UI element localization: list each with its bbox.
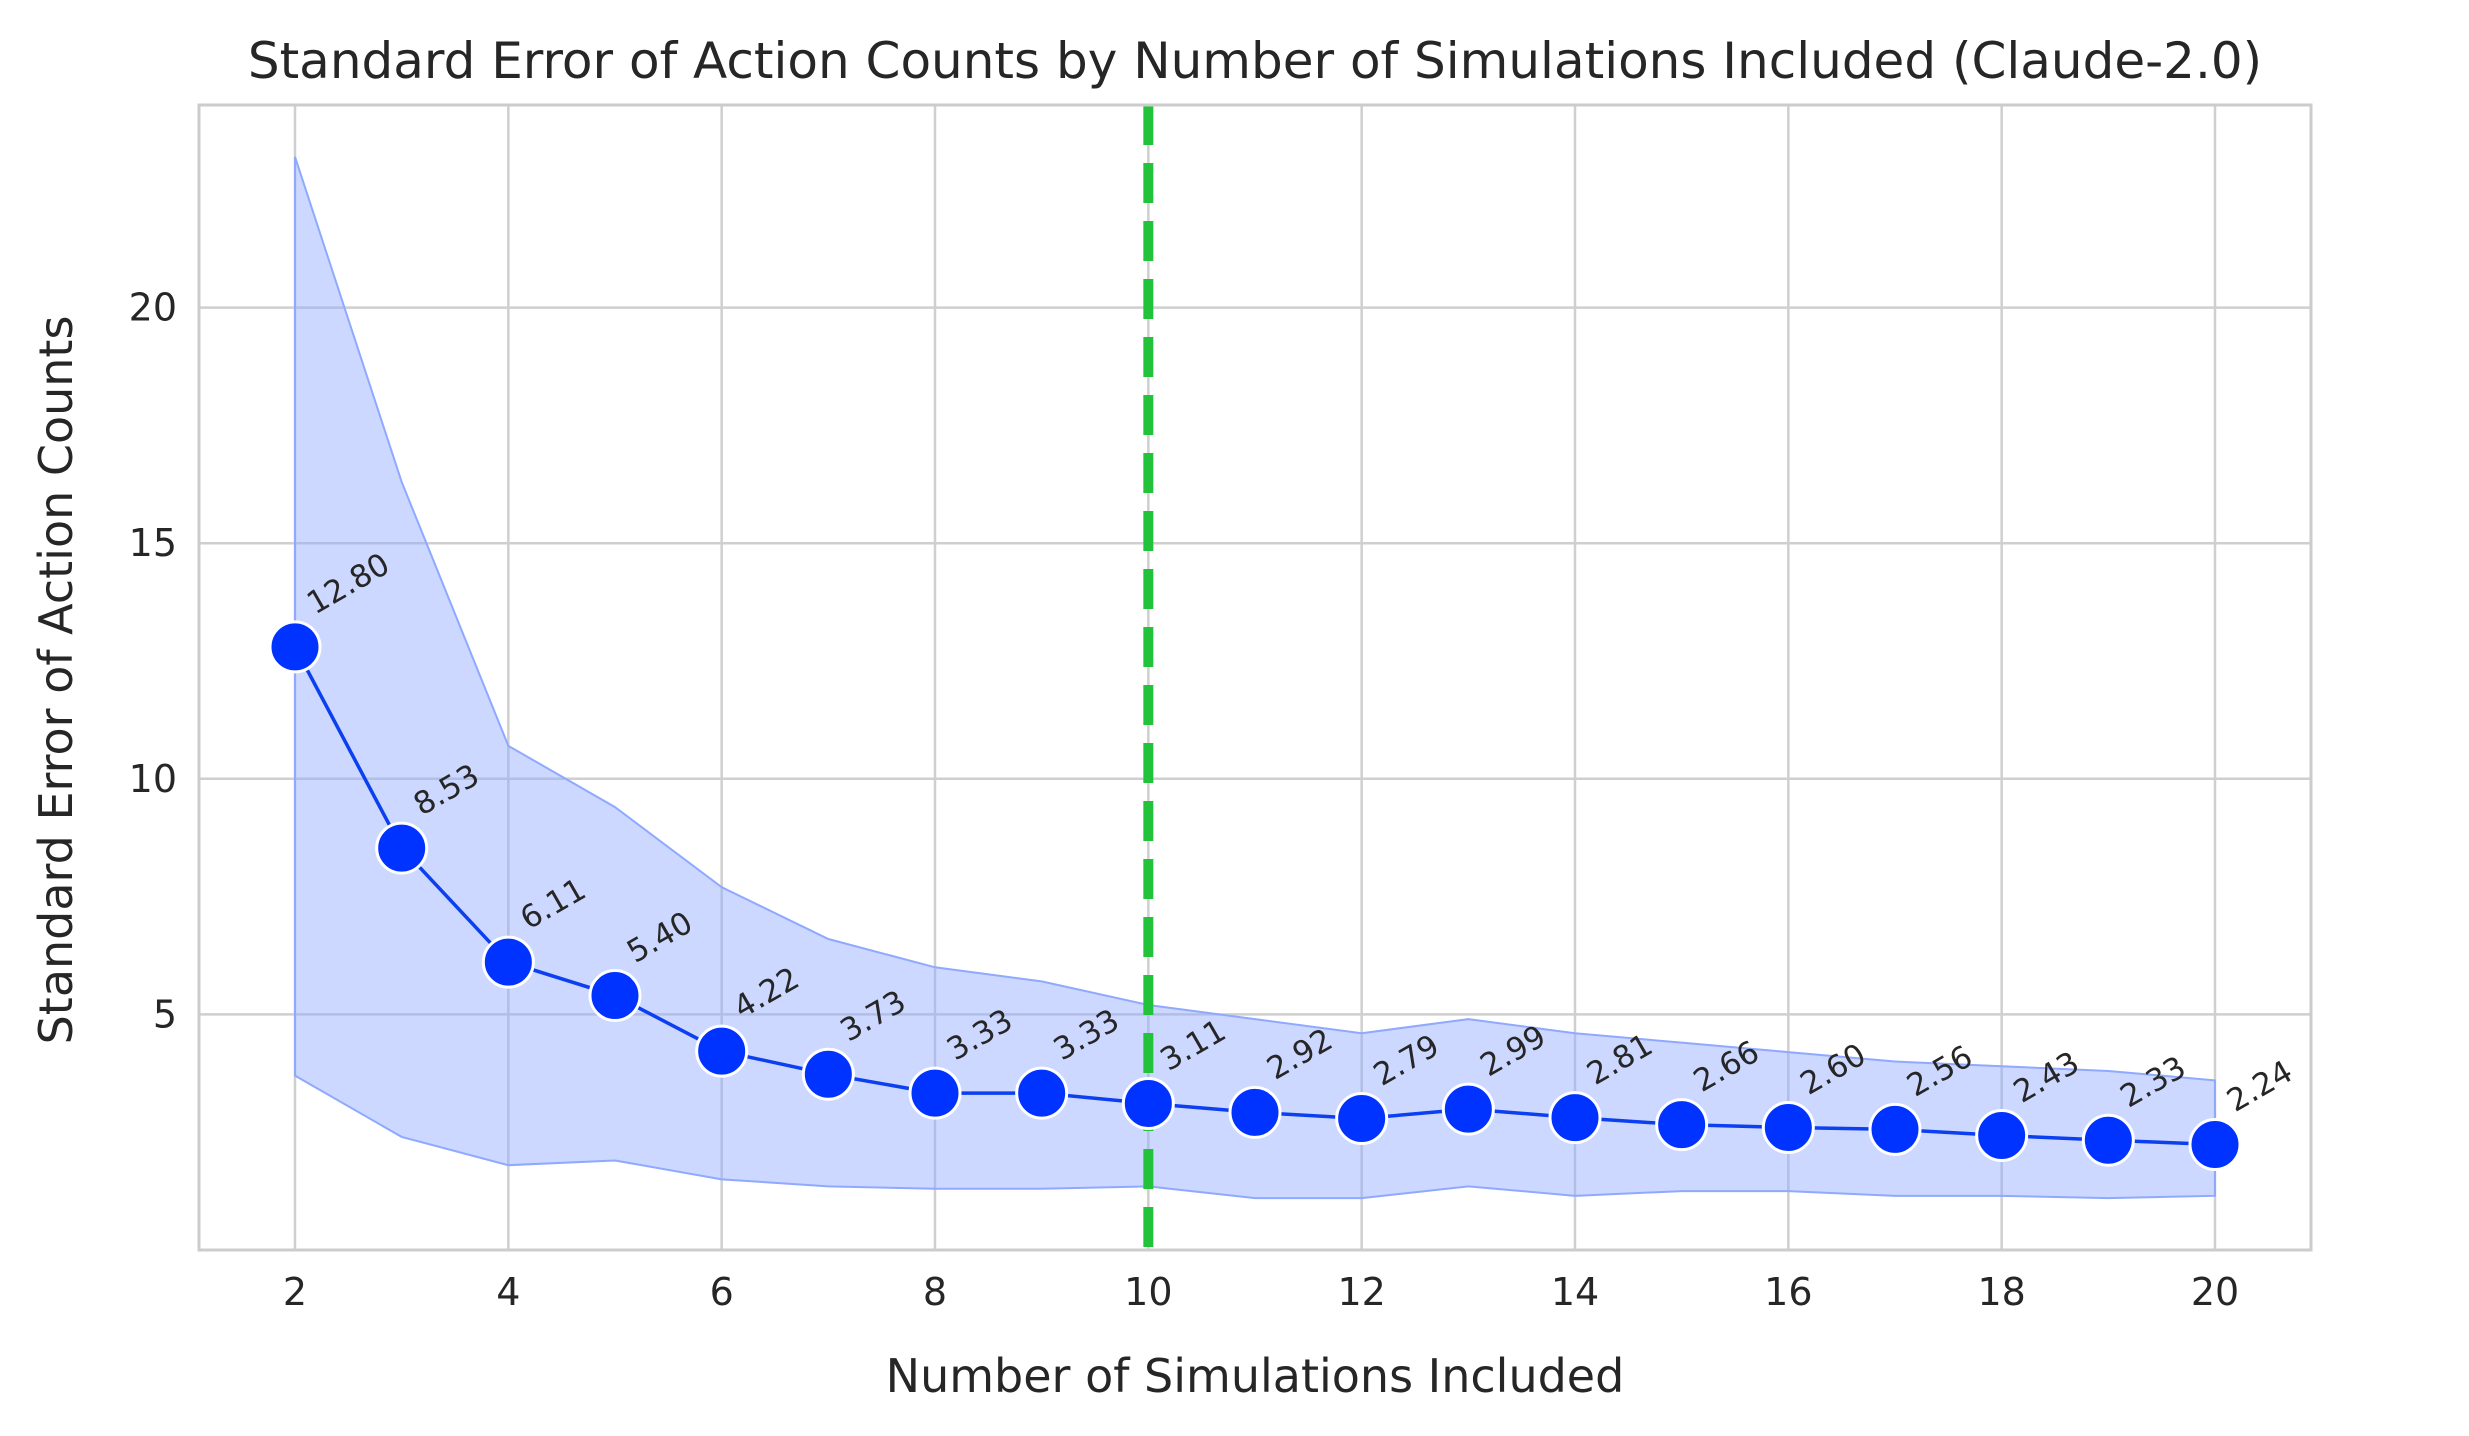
y-tick-label: 10 (129, 757, 177, 801)
x-tick-label: 18 (1977, 1270, 2025, 1314)
x-axis-label: Number of Simulations Included (886, 1349, 1625, 1403)
data-point (268, 620, 322, 674)
data-point (908, 1066, 962, 1120)
y-tick-label: 5 (153, 992, 177, 1036)
data-point (1441, 1082, 1495, 1136)
y-tick-label: 15 (129, 521, 177, 565)
data-label: 2.24 (2221, 1054, 2299, 1120)
data-point (1228, 1085, 1282, 1139)
data-point (1548, 1091, 1602, 1145)
error-band (294, 156, 2216, 1200)
tick-labels: 2 4 6 8 10 12 14 16 18 20 5 10 15 20 (129, 286, 2240, 1314)
x-tick-label: 4 (496, 1270, 520, 1314)
x-tick-label: 16 (1764, 1270, 1812, 1314)
data-point (1975, 1109, 2029, 1162)
data-point (375, 821, 429, 875)
data-point (801, 1047, 855, 1101)
x-tick-label: 10 (1124, 1270, 1172, 1314)
marker-layer (268, 620, 2242, 1171)
data-point (1015, 1066, 1069, 1120)
y-tick-label: 20 (129, 286, 177, 330)
error-band-layer (294, 156, 2216, 1200)
data-point (2081, 1113, 2135, 1167)
x-tick-label: 20 (2191, 1270, 2239, 1314)
data-point (695, 1024, 749, 1078)
data-point (588, 969, 642, 1023)
y-axis-label: Standard Error of Action Counts (29, 316, 83, 1045)
x-tick-label: 14 (1551, 1270, 1599, 1314)
x-tick-label: 12 (1337, 1270, 1385, 1314)
grid (199, 105, 2311, 1250)
data-point (1335, 1092, 1389, 1146)
chart-title: Standard Error of Action Counts by Numbe… (248, 32, 2262, 90)
data-point (481, 935, 535, 989)
x-tick-label: 8 (923, 1270, 947, 1314)
data-point (2188, 1117, 2242, 1171)
plot-frame (197, 103, 2313, 1252)
data-point (1868, 1102, 1922, 1156)
x-tick-label: 2 (283, 1270, 307, 1314)
data-point (1761, 1100, 1815, 1154)
data-point (1655, 1098, 1709, 1152)
data-point (1121, 1076, 1175, 1130)
x-tick-label: 6 (710, 1270, 734, 1314)
